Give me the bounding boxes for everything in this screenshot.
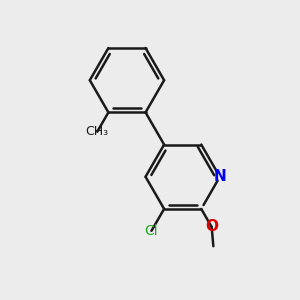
Text: CH₃: CH₃ [86,125,109,138]
Text: O: O [205,219,218,234]
Text: N: N [214,169,226,184]
Text: Cl: Cl [145,224,158,238]
